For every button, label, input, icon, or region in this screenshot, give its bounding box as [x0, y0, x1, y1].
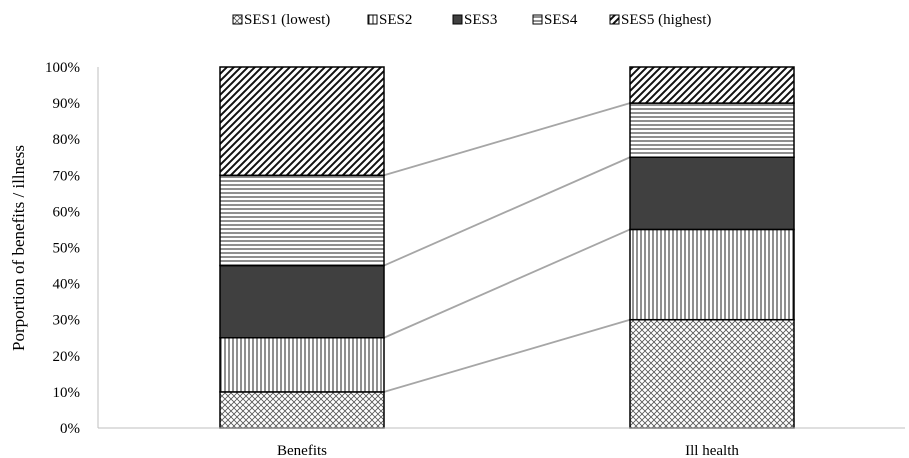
y-tick-label: 100% [45, 60, 80, 76]
legend-swatch [532, 14, 543, 25]
legend-swatch [232, 14, 243, 25]
connector-line [383, 228, 631, 339]
legend-entry: SES4 [532, 12, 578, 28]
y-tick-label: 10% [53, 385, 81, 401]
y-tick-label: 70% [53, 168, 81, 184]
legend-entry: SES1 (lowest) [232, 12, 330, 28]
legend-swatch [452, 14, 463, 25]
y-tick-label: 40% [53, 277, 81, 293]
bar-segment [629, 102, 795, 158]
y-tick-label: 20% [53, 349, 81, 365]
legend-entry: SES3 [452, 12, 497, 28]
y-axis-label: Porportion of benefits / illness [9, 145, 28, 351]
legend-label: SES5 (highest) [621, 12, 711, 28]
y-tick-label: 90% [53, 96, 81, 112]
legend-entry: SES5 (highest) [609, 12, 711, 28]
x-tick-label: Ill health [685, 443, 739, 458]
bar-segment [629, 156, 795, 231]
legend-swatch [367, 14, 378, 25]
connector-line [383, 102, 631, 177]
bar-segment [219, 337, 385, 393]
bar-segment [219, 391, 385, 429]
bar-segment [629, 228, 795, 321]
connector-line [383, 318, 631, 393]
y-axis-ticks: 0% 10% 20% 30% 40% 50% 60% 70% 80% 90% 100% [45, 60, 80, 437]
legend-label: SES4 [544, 12, 578, 28]
y-tick-label: 50% [53, 241, 81, 257]
bar-segment [629, 318, 795, 429]
legend-swatch [609, 14, 620, 25]
bars [219, 66, 795, 429]
bar-segment [219, 264, 385, 339]
x-tick-label: Benefits [277, 443, 327, 458]
connector-line [383, 156, 631, 267]
y-tick-label: 80% [53, 132, 81, 148]
legend-entry: SES2 [367, 12, 412, 28]
legend-label: SES2 [379, 12, 412, 28]
legend: SES1 (lowest) SES2 SES3 SES4 SES5 (highest) [232, 12, 711, 28]
bar-segment [629, 66, 795, 104]
y-tick-label: 30% [53, 313, 81, 329]
bar-segment [219, 174, 385, 267]
bar-segment [219, 66, 385, 177]
connector-lines [383, 102, 631, 393]
legend-label: SES1 (lowest) [244, 12, 330, 28]
x-axis-ticks: Benefits Ill health [277, 443, 739, 458]
y-tick-label: 60% [53, 204, 81, 220]
y-tick-label: 0% [60, 421, 80, 437]
legend-label: SES3 [464, 12, 497, 28]
